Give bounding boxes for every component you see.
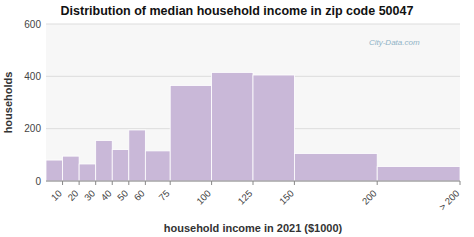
x-tick	[128, 181, 129, 185]
bar	[294, 154, 377, 181]
y-tick-label: 0	[35, 176, 41, 187]
x-tick-label: 150	[277, 188, 296, 207]
watermark: City-Data.com	[369, 38, 420, 47]
x-tick-label: 125	[235, 188, 254, 207]
x-tick	[460, 181, 461, 185]
x-tick-label: 50	[115, 188, 130, 203]
x-tick-label: > 200	[437, 188, 462, 213]
bar	[129, 130, 146, 181]
x-axis-label: household income in 2021 ($1000)	[164, 222, 343, 234]
bar	[253, 75, 294, 181]
y-axis-label: households	[2, 72, 14, 134]
x-tick	[112, 181, 113, 185]
x-tick-label: 20	[65, 188, 80, 203]
chart: 0 200 400 600 102030405060 75 100 125 150 200 > 20…	[0, 0, 474, 237]
bar	[170, 85, 211, 181]
bar	[212, 72, 253, 181]
x-tick-label: 60	[132, 188, 147, 203]
x-tick-label: 40	[98, 188, 113, 203]
bar	[96, 140, 113, 181]
x-tick-label: 100	[194, 188, 213, 207]
x-tick-label: 200	[360, 188, 379, 207]
bar	[112, 150, 129, 181]
x-tick	[95, 181, 96, 185]
x-tick-label: 75	[156, 188, 171, 203]
x-tick	[377, 181, 378, 185]
bars	[46, 72, 460, 181]
plot-area	[46, 24, 460, 181]
title: Distribution of median household income …	[61, 4, 414, 18]
x-tick	[294, 181, 295, 185]
bar	[145, 151, 170, 181]
x-tick	[211, 181, 212, 185]
x-tick-label: 10	[49, 188, 64, 203]
x-tick	[62, 181, 63, 185]
x-tick	[170, 181, 171, 185]
x-tick	[145, 181, 146, 185]
y-tick-label: 600	[24, 19, 41, 30]
x-tick	[79, 181, 80, 185]
bar	[377, 167, 460, 181]
bar	[63, 156, 80, 181]
y-tick-label: 200	[24, 123, 41, 134]
chart-container: 0 200 400 600 102030405060 75 100 125 150 200 > 20…	[0, 0, 474, 237]
x-tick	[253, 181, 254, 185]
grid-line	[46, 24, 460, 25]
bar	[79, 164, 96, 181]
bar	[46, 160, 63, 181]
y-tick-label: 400	[24, 71, 41, 82]
x-tick-label: 30	[82, 188, 97, 203]
